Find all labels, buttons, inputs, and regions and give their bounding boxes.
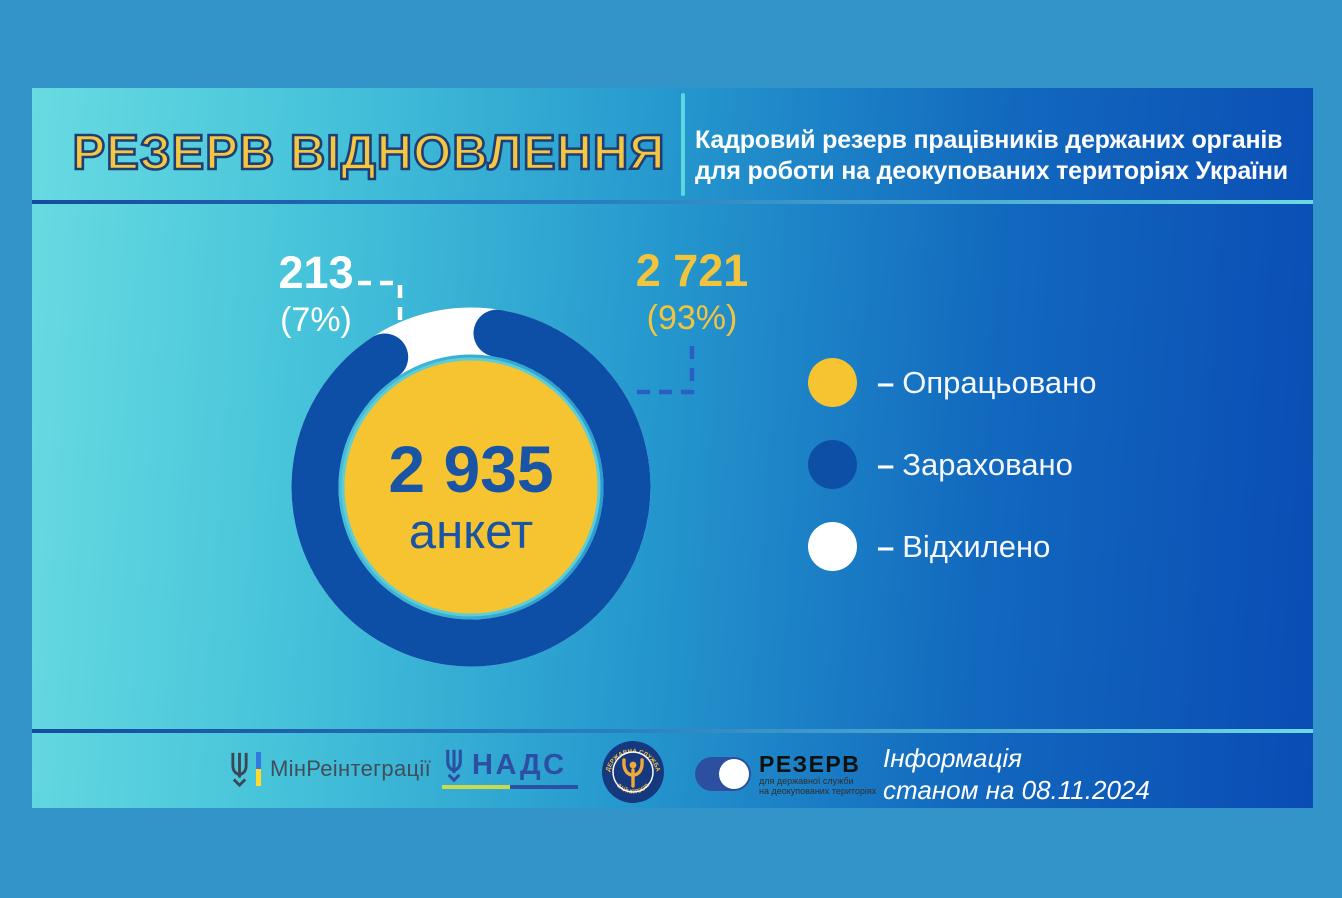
rejected-value: 213	[278, 247, 354, 298]
legend-item-processed: – Опрацьовано	[808, 358, 1097, 407]
logo-rezerv: РЕЗЕРВ для державної служби на деокупова…	[695, 752, 876, 796]
enrolled-percent: (93%)	[646, 299, 738, 337]
enrolled-swatch-icon	[808, 440, 857, 489]
processed-swatch-icon	[808, 358, 857, 407]
trident-icon	[446, 749, 462, 782]
donut-chart	[291, 307, 651, 667]
rezerv-subtext-line1: для державної служби	[759, 776, 854, 786]
header-subtitle-line2: для роботи на деокупованих територіях Ук…	[695, 157, 1288, 185]
info-line1: Інформація	[883, 743, 1022, 773]
info-line2: станом на 08.11.2024	[883, 775, 1150, 805]
rejected-percent: (7%)	[280, 301, 352, 339]
header-subtitle-line1: Кадровий резерв працівників держаних орг…	[695, 126, 1283, 154]
legend-label: Відхилено	[902, 528, 1051, 564]
rejected-callout: 213 (7%)	[241, 248, 391, 342]
enrolled-connector-line	[637, 346, 695, 395]
nads-underline	[442, 785, 578, 789]
header-divider	[681, 93, 685, 196]
footer-divider	[32, 729, 1313, 733]
total-value: 2 935	[388, 432, 554, 506]
enrolled-value: 2 721	[635, 245, 749, 296]
legend-item-rejected: – Відхилено	[808, 522, 1097, 571]
employment-service-emblem-icon: ДЕРЖАВНА СЛУЖБА ЗАЙНЯТОСТІ	[602, 741, 664, 803]
legend-label: Зараховано	[902, 446, 1073, 482]
legend-dash: –	[877, 364, 895, 400]
trident-icon	[231, 752, 248, 788]
nads-label: НАДС	[472, 748, 567, 781]
logo-employment-service: ДЕРЖАВНА СЛУЖБА ЗАЙНЯТОСТІ	[602, 741, 664, 803]
logo-minreintegration: МінРеінтеграції	[230, 749, 431, 789]
legend-item-enrolled: – Зараховано	[808, 440, 1097, 489]
enrolled-callout: 2 721 (93%)	[617, 246, 767, 340]
donut-enrolled-segment	[291, 307, 651, 667]
page-title: РЕЗЕРВ ВІДНОВЛЕННЯ	[71, 125, 666, 182]
flag-bar-icon	[256, 752, 261, 786]
rezerv-label: РЕЗЕРВ	[759, 751, 861, 777]
main-panel: РЕЗЕРВ ВІДНОВЛЕННЯ Кадровий резерв праці…	[32, 88, 1313, 808]
minre-label: МінРеінтеграції	[270, 756, 432, 781]
legend-dash: –	[877, 446, 895, 482]
info-date: Інформація станом на 08.11.2024	[883, 742, 1150, 806]
rejected-connector-line	[358, 280, 403, 332]
rezerv-subtext-line2: на деокупованих територіях	[759, 786, 877, 796]
legend-label: Опрацьовано	[902, 364, 1097, 400]
toggle-icon	[695, 757, 751, 791]
donut-center-text: 2 935 анкет	[321, 434, 621, 560]
rejected-swatch-icon	[808, 522, 857, 571]
donut-center-disc	[341, 357, 601, 617]
header-subtitle: Кадровий резерв працівників держаних орг…	[695, 125, 1305, 187]
total-label: анкет	[408, 505, 534, 559]
legend: – Опрацьовано – Зараховано – Відхилено	[808, 358, 1097, 604]
legend-dash: –	[877, 528, 895, 564]
header-underline	[32, 200, 1313, 204]
logo-nads: НАДС	[442, 748, 567, 782]
callout-connectors	[358, 280, 695, 395]
